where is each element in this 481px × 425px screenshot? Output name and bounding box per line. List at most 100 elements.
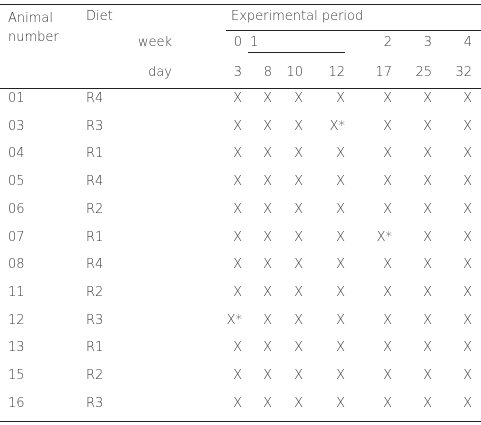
- sampling-cell: X: [423, 174, 432, 190]
- top-rule: [0, 4, 481, 5]
- sampling-cell: X: [336, 340, 345, 356]
- sampling-cell: X: [383, 91, 392, 106]
- day-value: 32: [455, 65, 472, 80]
- animal-cell: 12: [8, 312, 25, 328]
- diet-cell: R3: [86, 118, 104, 134]
- sampling-cell: X: [263, 174, 272, 190]
- sampling-cell: X: [336, 257, 345, 273]
- week-value: 0: [233, 35, 242, 50]
- sampling-cell: X: [263, 312, 272, 328]
- sampling-cell: X: [383, 312, 392, 328]
- sampling-cell: X: [383, 201, 392, 217]
- day-value: 12: [328, 65, 345, 80]
- sampling-cell: X: [294, 229, 303, 245]
- sampling-cell: X: [294, 312, 303, 328]
- sampling-cell: X: [233, 368, 242, 383]
- animal-cell: 13: [8, 340, 25, 356]
- sampling-cell: X: [463, 284, 472, 300]
- sampling-cell: X: [423, 229, 432, 245]
- sampling-cell: X: [263, 229, 272, 245]
- period-rule: [226, 30, 481, 31]
- sampling-cell: X: [263, 368, 272, 383]
- sampling-cell: X: [423, 257, 432, 273]
- sampling-cell: X: [294, 257, 303, 273]
- diet-header: Diet: [86, 9, 113, 24]
- diet-cell: R4: [86, 257, 104, 273]
- week-value: 3: [423, 35, 432, 50]
- sampling-cell: X: [294, 395, 303, 411]
- sampling-cell: X: [294, 340, 303, 356]
- week-value: 1: [250, 35, 259, 50]
- period-header: Experimental period: [231, 9, 364, 24]
- sampling-cell: X: [463, 395, 472, 411]
- sampling-cell: X: [383, 284, 392, 300]
- sampling-cell: X: [463, 368, 472, 383]
- sampling-cell: X: [383, 395, 392, 411]
- sampling-cell: X: [383, 257, 392, 273]
- sampling-cell: X: [263, 118, 272, 134]
- sampling-cell: X: [294, 91, 303, 106]
- sampling-cell: X: [383, 340, 392, 356]
- sampling-cell: X: [423, 340, 432, 356]
- sampling-cell: X: [423, 312, 432, 328]
- sampling-cell: X: [294, 368, 303, 383]
- sampling-cell: X: [263, 284, 272, 300]
- sampling-cell: X: [423, 146, 432, 162]
- sampling-cell: X*: [329, 118, 345, 134]
- sampling-cell: X: [336, 284, 345, 300]
- sampling-cell: X: [233, 146, 242, 162]
- sampling-cell: X: [423, 368, 432, 383]
- sampling-cell: X: [233, 229, 242, 245]
- diet-cell: R1: [86, 229, 104, 245]
- day-value: 10: [286, 65, 303, 80]
- sampling-cell: X: [263, 340, 272, 356]
- sampling-cell: X: [336, 395, 345, 411]
- sampling-cell: X*: [226, 312, 242, 328]
- sampling-cell: X: [263, 201, 272, 217]
- sampling-cell: X: [233, 340, 242, 356]
- animal-cell: 01: [8, 91, 25, 106]
- animal-cell: 07: [8, 229, 25, 245]
- sampling-cell: X: [294, 146, 303, 162]
- sampling-cell: X: [336, 229, 345, 245]
- animal-cell: 16: [8, 395, 25, 411]
- diet-cell: R2: [86, 284, 104, 300]
- week-rule: [248, 52, 345, 53]
- day-value: 8: [263, 65, 272, 80]
- sampling-cell: X: [233, 284, 242, 300]
- sampling-cell: X: [463, 312, 472, 328]
- day-value: 25: [415, 65, 432, 80]
- sampling-cell: X: [233, 201, 242, 217]
- header-rule: [0, 88, 481, 89]
- sampling-cell: X: [463, 91, 472, 106]
- sampling-cell: X: [463, 257, 472, 273]
- animal-cell: 06: [8, 201, 25, 217]
- sampling-cell: X: [233, 91, 242, 106]
- diet-cell: R3: [86, 395, 104, 411]
- diet-cell: R1: [86, 146, 104, 162]
- day-label: day: [148, 65, 172, 80]
- diet-cell: R4: [86, 174, 104, 190]
- sampling-cell: X: [423, 91, 432, 106]
- sampling-cell: X: [294, 118, 303, 134]
- animal-cell: 15: [8, 368, 25, 383]
- sampling-cell: X: [336, 174, 345, 190]
- diet-cell: R4: [86, 91, 104, 106]
- sampling-cell: X: [423, 118, 432, 134]
- sampling-cell: X: [294, 201, 303, 217]
- sampling-cell: X: [383, 146, 392, 162]
- sampling-cell: X: [383, 368, 392, 383]
- diet-cell: R3: [86, 312, 104, 328]
- sampling-cell: X: [233, 395, 242, 411]
- sampling-cell: X: [336, 312, 345, 328]
- sampling-cell: X: [294, 284, 303, 300]
- sampling-cell: X: [233, 174, 242, 190]
- week-label: week: [137, 35, 172, 50]
- animal-cell: 08: [8, 257, 25, 273]
- sampling-cell: X: [263, 91, 272, 106]
- week-value: 4: [463, 35, 472, 50]
- sampling-cell: X: [263, 257, 272, 273]
- sampling-cell: X: [463, 201, 472, 217]
- day-value: 3: [233, 65, 242, 80]
